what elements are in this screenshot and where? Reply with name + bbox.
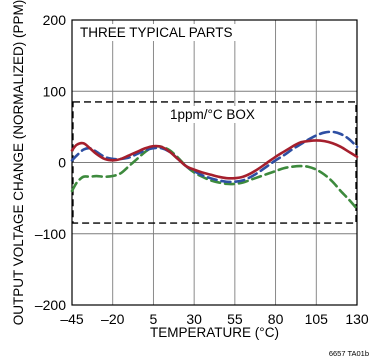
x-tick-label: 55 — [227, 311, 243, 327]
spec-box — [72, 101, 357, 224]
box-annotation: 1ppm/°C BOX — [170, 107, 255, 122]
y-tick-label: –100 — [35, 226, 66, 242]
y-tick-label: 100 — [43, 83, 67, 99]
x-tick-label: 105 — [305, 311, 329, 327]
grid — [72, 20, 357, 305]
series-line-1 — [70, 139, 359, 180]
y-tick-label: 200 — [43, 12, 67, 28]
series-group — [70, 130, 359, 211]
parts-annotation-background — [77, 24, 236, 41]
parts-annotation: THREE TYPICAL PARTS — [80, 25, 233, 40]
box-annotation-background — [167, 106, 258, 123]
x-tick-label: 130 — [345, 311, 369, 327]
y-tick-label: 0 — [58, 155, 66, 171]
x-tick-labels: –45 –20 5 30 55 80 105 130 — [60, 311, 369, 327]
y-tick-labels: –200 –100 0 100 200 — [35, 12, 66, 313]
series-line-3 — [70, 144, 359, 211]
part-number: 6657 TA01b — [329, 349, 369, 358]
plot-frame — [71, 19, 358, 306]
series-line-2 — [70, 130, 359, 184]
x-axis-title: TEMPERATURE (°C) — [150, 325, 279, 340]
x-tick-label: –20 — [101, 311, 125, 327]
y-tick-label: –200 — [35, 297, 66, 313]
box-annotation-group: 1ppm/°C BOX — [167, 106, 258, 123]
x-tick-label: 5 — [150, 311, 158, 327]
parts-annotation-group: THREE TYPICAL PARTS — [77, 24, 236, 41]
x-tick-label: –45 — [60, 311, 84, 327]
x-tick-label: 30 — [186, 311, 202, 327]
x-tick-label: 80 — [268, 311, 284, 327]
y-axis-title: OUTPUT VOLTAGE CHANGE (NORMALIZED) (PPM) — [11, 0, 26, 325]
